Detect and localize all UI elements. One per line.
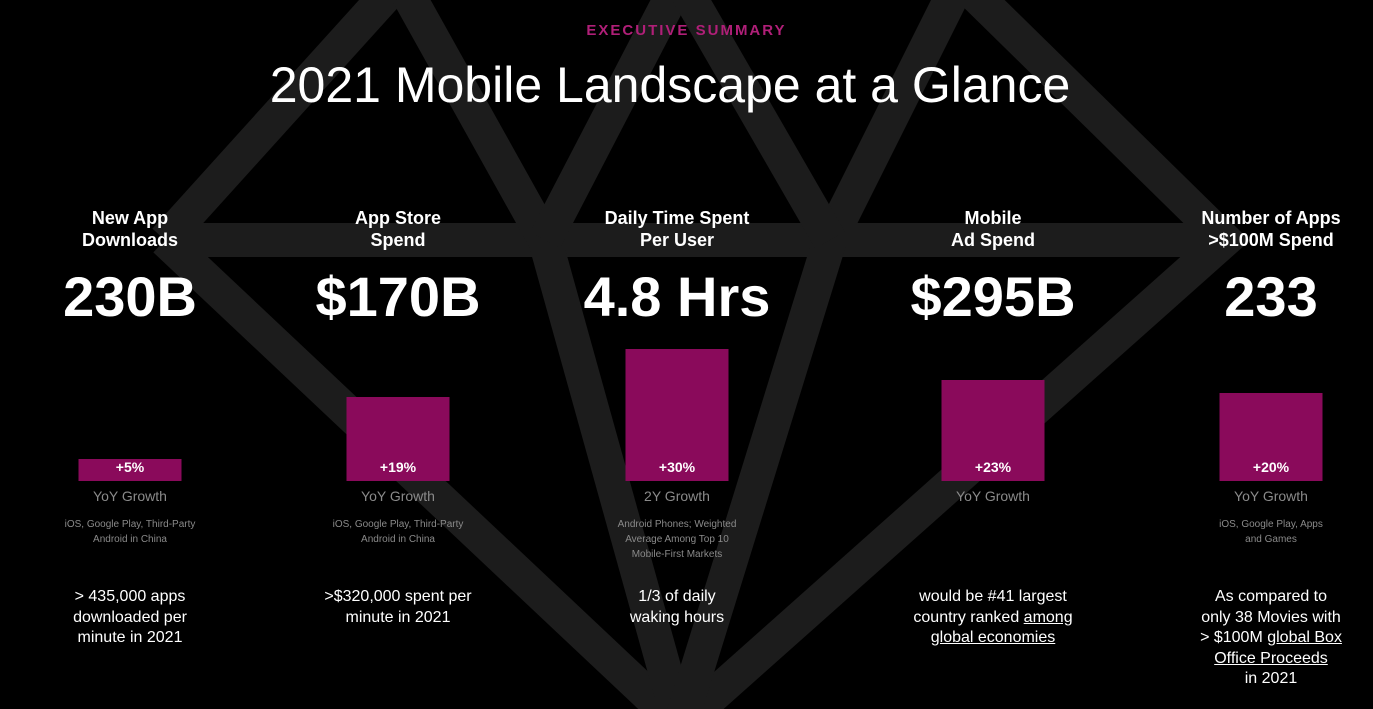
growth-percent: +5% <box>115 459 145 475</box>
page-title: 2021 Mobile Landscape at a Glance <box>269 57 1071 113</box>
metric-card-apps-over-100m: Number of Apps >$100M Spend 233 +20% YoY… <box>1136 0 1373 709</box>
metric-label: App Store Spend <box>354 208 441 250</box>
section-eyebrow: EXECUTIVE SUMMARY <box>586 22 787 39</box>
metric-value: $170B <box>315 265 481 328</box>
metric-card-mobile-ad-spend: Mobile Ad Spend $295B +23% YoY Growth wo… <box>858 0 1128 709</box>
source-note: iOS, Google Play, Third-Party Android in… <box>64 519 196 545</box>
context-fact: 1/3 of daily waking hours <box>629 588 725 626</box>
growth-label: YoY Growth <box>93 488 167 504</box>
link-among[interactable]: among <box>1023 608 1073 626</box>
growth-bar: +19% <box>346 397 450 481</box>
growth-percent: +20% <box>1252 459 1290 475</box>
metric-value: 233 <box>1224 265 1318 328</box>
metric-card-daily-time-spent: Daily Time Spent Per User 4.8 Hrs +30% 2… <box>542 0 812 709</box>
growth-bar: +5% <box>78 459 182 481</box>
growth-percent: +30% <box>658 459 696 475</box>
link-global-economies[interactable]: global economies <box>930 629 1056 646</box>
growth-label: YoY Growth <box>1234 488 1308 504</box>
metric-value: $295B <box>910 265 1076 328</box>
growth-label: 2Y Growth <box>644 488 710 504</box>
growth-percent: +23% <box>974 458 1012 475</box>
metric-value: 4.8 Hrs <box>583 265 771 328</box>
source-note: Android Phones; Weighted Average Among T… <box>617 519 737 560</box>
growth-label: YoY Growth <box>361 488 435 504</box>
context-fact: As compared to only 38 Movies with > $10… <box>1200 588 1342 687</box>
metric-card-new-app-downloads: New App Downloads 230B +5% YoY Growth iO… <box>0 0 265 709</box>
metric-card-app-store-spend: App Store Spend $170B +19% YoY Growth iO… <box>263 0 533 709</box>
growth-bar: +23% <box>941 379 1045 481</box>
source-note: iOS, Google Play, Third-Party Android in… <box>332 519 464 545</box>
link-global-box[interactable]: global Box <box>1267 629 1342 646</box>
metric-label: Number of Apps >$100M Spend <box>1201 208 1341 250</box>
growth-bar: +30% <box>625 349 729 481</box>
source-note: iOS, Google Play, Apps and Games <box>1219 519 1323 545</box>
growth-percent: +19% <box>379 458 417 475</box>
link-office-proceeds[interactable]: Office Proceeds <box>1214 649 1328 667</box>
metric-label: Daily Time Spent Per User <box>604 208 750 250</box>
context-fact: >$320,000 spent per minute in 2021 <box>324 588 472 626</box>
metric-label: Mobile Ad Spend <box>951 208 1035 250</box>
context-fact: > 435,000 apps downloaded per minute in … <box>73 588 187 646</box>
context-fact: would be #41 largest country ranked amon… <box>913 588 1073 646</box>
metric-value: 230B <box>63 265 197 328</box>
growth-bar: +20% <box>1219 393 1323 481</box>
growth-label: YoY Growth <box>956 488 1030 504</box>
metric-label: New App Downloads <box>81 208 178 250</box>
